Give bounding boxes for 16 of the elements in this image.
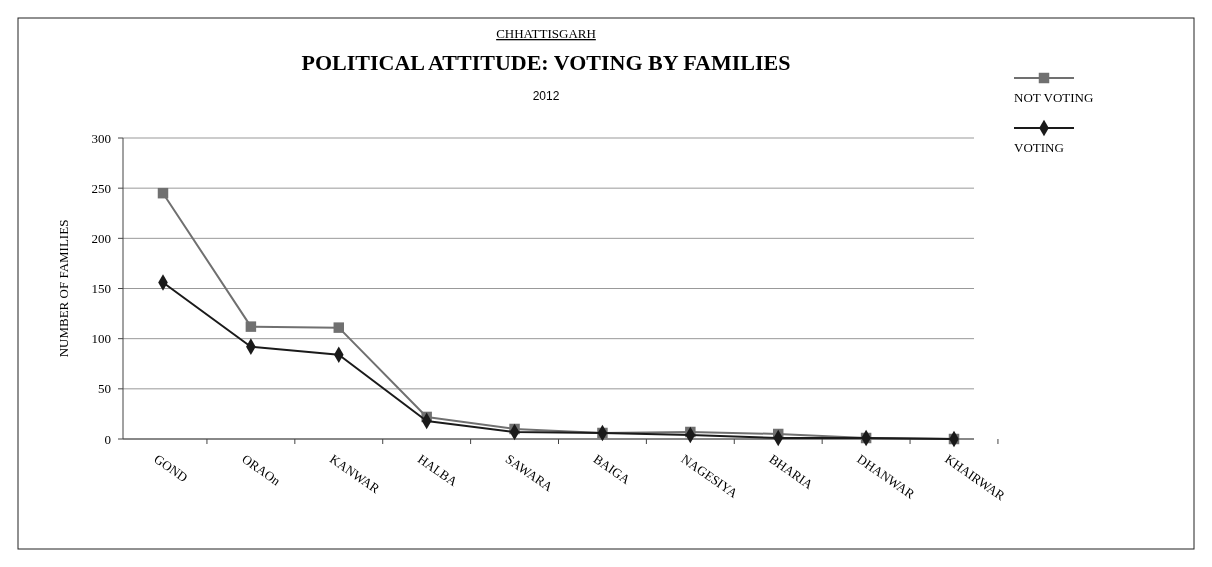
point: [333, 322, 345, 333]
y-tick-label: 50: [98, 381, 111, 397]
y-tick-label: 200: [91, 230, 111, 246]
legend-label: NOT VOTING: [1014, 90, 1094, 105]
legend-label: VOTING: [1014, 140, 1064, 155]
y-tick-label: 250: [91, 180, 111, 196]
y-tick-label: 150: [91, 281, 111, 297]
point: [157, 187, 169, 199]
y-tick-label: 300: [91, 130, 111, 146]
point: [245, 321, 257, 332]
y-tick-label: 100: [91, 331, 111, 347]
chart-subtitle: 2012: [532, 89, 560, 103]
chart-title: POLITICAL ATTITUDE: VOTING BY FAMILIES: [301, 50, 791, 75]
y-tick-label: 0: [104, 431, 111, 447]
text: CHHATTISGARH: [496, 26, 596, 41]
y-axis-title: NUMBER OF FAMILIES: [56, 219, 71, 358]
